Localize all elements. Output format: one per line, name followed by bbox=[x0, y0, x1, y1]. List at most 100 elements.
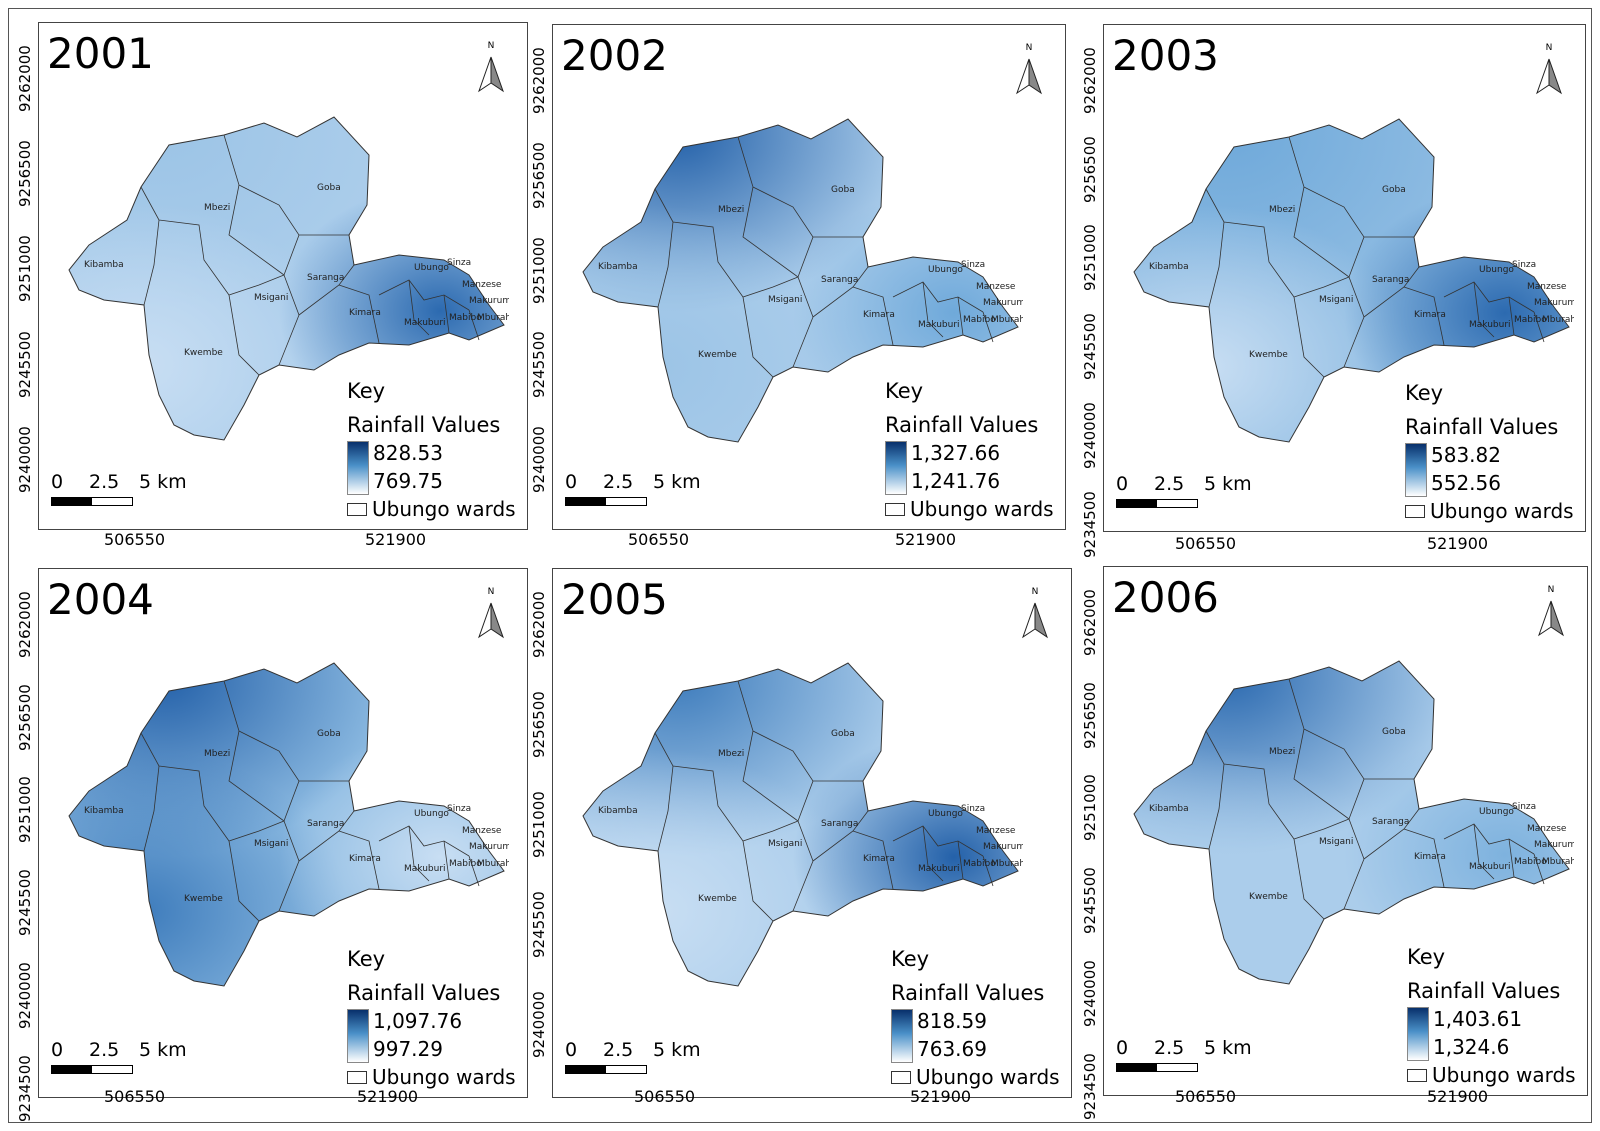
ward-label-makuburi: Makuburi bbox=[1469, 862, 1511, 872]
legend-min-value: 997.29 bbox=[373, 1037, 443, 1061]
scale-bar bbox=[1116, 1063, 1198, 1072]
district-outline bbox=[582, 118, 1019, 443]
y-tick-label: 9240000 bbox=[1081, 402, 1099, 469]
ward-boundaries bbox=[654, 136, 994, 378]
y-tick-label: 9262000 bbox=[16, 45, 34, 112]
y-tick-label: 9234500 bbox=[16, 1054, 34, 1122]
ward-label-mbezi: Mbezi bbox=[718, 749, 744, 759]
ward-label-goba: Goba bbox=[831, 185, 855, 195]
y-tick-label: 9262000 bbox=[16, 591, 34, 658]
y-tick-label: 9251000 bbox=[1081, 774, 1099, 842]
ward-label-sinza: Sinza bbox=[1512, 260, 1536, 270]
ward-label-mburahati: Mburahati bbox=[477, 313, 509, 323]
ward-label-mbezi: Mbezi bbox=[718, 205, 744, 215]
ward-label-kimara: Kimara bbox=[863, 310, 895, 320]
y-tick-label: 9256500 bbox=[1081, 681, 1099, 749]
rainfall-map: Kibamba Mbezi Goba Kwembe Msigani Saranga Kima… bbox=[68, 116, 509, 441]
ward-label-ubungo: Ubungo bbox=[1479, 807, 1514, 817]
ward-boundaries bbox=[654, 680, 994, 922]
ward-boundaries bbox=[1205, 136, 1545, 378]
panel-year-title: 2002 bbox=[561, 31, 668, 80]
y-tick-label: 9251000 bbox=[530, 236, 548, 304]
scale-label: 2.5 bbox=[89, 1039, 120, 1061]
ward-label-sinza: Sinza bbox=[1512, 802, 1536, 812]
ward-label-kimara: Kimara bbox=[1414, 852, 1446, 862]
ward-label-mbezi: Mbezi bbox=[204, 749, 230, 759]
scale-label: 0 bbox=[51, 1039, 64, 1061]
ward-label-mabibo: Mabibo bbox=[963, 315, 996, 325]
district-outline bbox=[1133, 660, 1570, 985]
north-arrow-icon bbox=[1536, 58, 1562, 95]
scale-label: 2.5 bbox=[89, 471, 120, 493]
map-panel-2004: 2004 Kibamba Mbezi Goba Kwembe Msigani Saranga… bbox=[38, 568, 528, 1098]
y-tick-label: 9245500 bbox=[16, 330, 34, 398]
y-tick-label: 9251000 bbox=[16, 235, 34, 303]
ward-label-makurumla: Makurumla bbox=[469, 296, 509, 306]
panel-year-title: 2006 bbox=[1112, 573, 1219, 622]
ward-label-ubungo: Ubungo bbox=[928, 809, 963, 819]
y-tick-label: 9245500 bbox=[1081, 313, 1099, 381]
y-tick-label: 9256500 bbox=[530, 141, 548, 209]
scale-label: 0 bbox=[1116, 473, 1129, 495]
legend-title: Rainfall Values bbox=[1407, 979, 1561, 1003]
ward-boundaries bbox=[140, 680, 480, 922]
ward-label-msigani: Msigani bbox=[254, 839, 288, 849]
ward-label-msigani: Msigani bbox=[1319, 837, 1353, 847]
map-panel-2006: 2006 Kibamba Mbezi Goba Kwembe Msigani Saranga… bbox=[1103, 566, 1588, 1096]
ward-label-kwembe: Kwembe bbox=[698, 894, 737, 904]
legend-title: Rainfall Values bbox=[891, 981, 1045, 1005]
ward-label-kimara: Kimara bbox=[349, 854, 381, 864]
color-ramp bbox=[885, 441, 907, 495]
rainfall-map: Kibamba Mbezi Goba Kwembe Msigani Saranga Kima… bbox=[582, 118, 1023, 443]
rainfall-gradient-e bbox=[583, 663, 1018, 986]
north-label: N bbox=[1025, 43, 1033, 53]
ward-label-kibamba: Kibamba bbox=[1149, 262, 1189, 272]
map-panel-2002: 2002 Kibamba Mbezi Goba Kwembe Msigani Saranga… bbox=[552, 24, 1066, 530]
y-tick-label: 9256500 bbox=[16, 140, 34, 208]
legend-key-title: Key bbox=[891, 947, 930, 971]
ward-label-kibamba: Kibamba bbox=[598, 806, 638, 816]
scale-label: 5 km bbox=[653, 471, 701, 493]
rainfall-gradient-e bbox=[1134, 119, 1569, 442]
north-arrow-icon bbox=[1016, 58, 1042, 95]
scale-bar bbox=[51, 1065, 133, 1074]
ward-label-mbezi: Mbezi bbox=[1269, 747, 1295, 757]
ward-label-makuburi: Makuburi bbox=[918, 864, 960, 874]
y-tick-label: 9262000 bbox=[530, 47, 548, 114]
x-tick-label: 521900 bbox=[357, 1087, 419, 1106]
north-label: N bbox=[1545, 43, 1553, 53]
ward-label-saranga: Saranga bbox=[307, 273, 344, 283]
ward-label-mabibo: Mabibo bbox=[449, 859, 482, 869]
legend-key-title: Key bbox=[1407, 945, 1446, 969]
district-outline bbox=[582, 662, 1019, 987]
ward-swatch bbox=[1405, 505, 1425, 518]
ward-label-sinza: Sinza bbox=[961, 804, 985, 814]
legend-max-value: 818.59 bbox=[917, 1009, 987, 1033]
y-tick-label: 9245500 bbox=[1081, 867, 1099, 935]
panel-year-title: 2004 bbox=[47, 575, 154, 624]
x-tick-label: 506550 bbox=[628, 530, 690, 549]
ward-swatch bbox=[885, 503, 905, 516]
x-tick-label: 506550 bbox=[104, 1087, 166, 1106]
y-tick-label: 9234500 bbox=[1081, 1052, 1099, 1120]
ward-label-mabibo: Mabibo bbox=[963, 859, 996, 869]
rainfall-gradient-e bbox=[1134, 661, 1569, 984]
north-arrow-icon bbox=[478, 56, 504, 93]
color-ramp bbox=[1407, 1007, 1429, 1061]
ward-layer-label: Ubungo wards bbox=[372, 1065, 516, 1089]
ward-label-makurumla: Makurumla bbox=[983, 298, 1023, 308]
map-panel-2003: 2003 Kibamba Mbezi Goba Kwembe Msigani Saranga… bbox=[1103, 24, 1586, 532]
x-tick-label: 506550 bbox=[1175, 1087, 1237, 1106]
ward-label-mburahati: Mburahati bbox=[477, 859, 509, 869]
x-tick-label: 521900 bbox=[1427, 534, 1489, 553]
ward-label-kibamba: Kibamba bbox=[84, 260, 124, 270]
y-tick-label: 9240000 bbox=[16, 962, 34, 1029]
ward-label-makuburi: Makuburi bbox=[404, 318, 446, 328]
ward-label-manzese: Manzese bbox=[976, 282, 1016, 292]
district-outline bbox=[1133, 118, 1570, 443]
ward-label-mburahati: Mburahati bbox=[991, 315, 1023, 325]
scale-label: 0 bbox=[1116, 1037, 1129, 1059]
scale-label: 2.5 bbox=[603, 1039, 634, 1061]
y-tick-label: 9240000 bbox=[16, 426, 34, 493]
ward-label-makurumla: Makurumla bbox=[983, 842, 1023, 852]
